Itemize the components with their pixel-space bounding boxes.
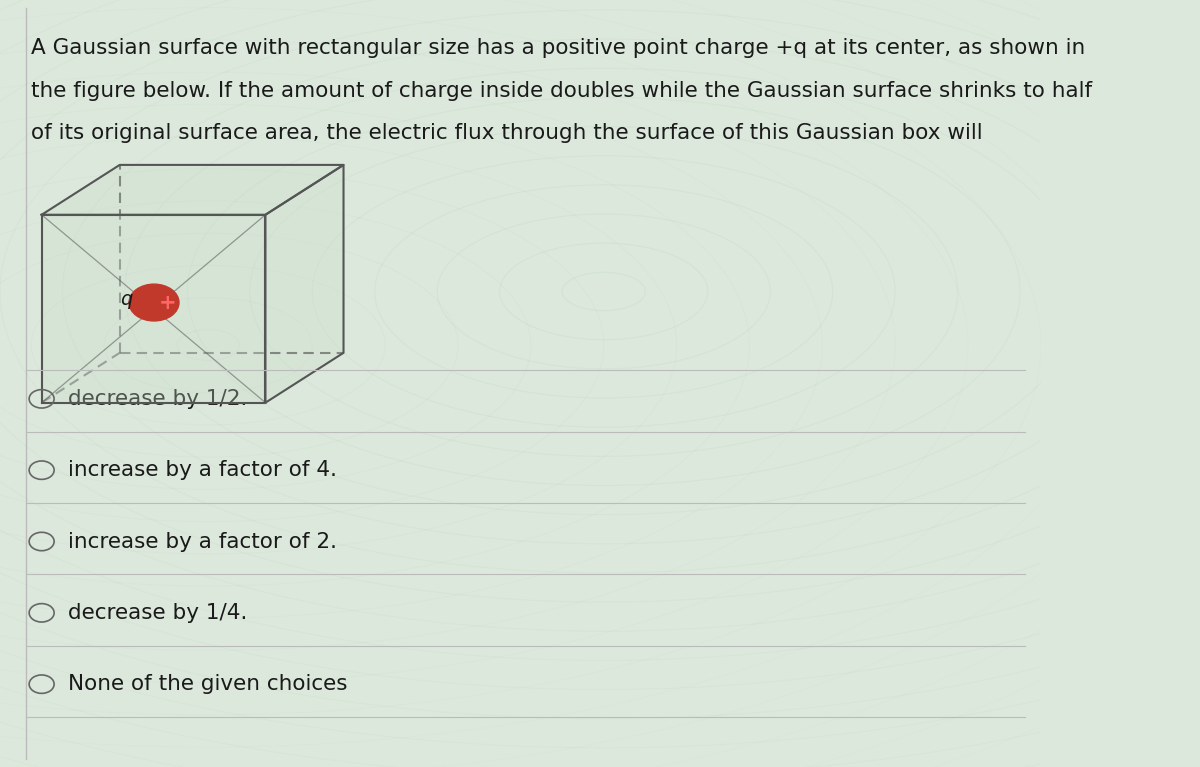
Text: increase by a factor of 2.: increase by a factor of 2. — [67, 532, 337, 551]
Text: of its original surface area, the electric flux through the surface of this Gaus: of its original surface area, the electr… — [31, 123, 983, 143]
Text: A Gaussian surface with rectangular size has a positive point charge +q at its c: A Gaussian surface with rectangular size… — [31, 38, 1086, 58]
Text: decrease by 1/4.: decrease by 1/4. — [67, 603, 247, 623]
Text: increase by a factor of 4.: increase by a factor of 4. — [67, 460, 337, 480]
Circle shape — [130, 284, 179, 321]
Polygon shape — [42, 165, 343, 215]
Text: None of the given choices: None of the given choices — [67, 674, 347, 694]
Text: +: + — [158, 292, 176, 312]
Text: q: q — [120, 290, 132, 309]
Polygon shape — [42, 215, 265, 403]
Polygon shape — [265, 165, 343, 403]
Text: the figure below. If the amount of charge inside doubles while the Gaussian surf: the figure below. If the amount of charg… — [31, 81, 1092, 100]
Text: decrease by 1/2.: decrease by 1/2. — [67, 389, 247, 409]
